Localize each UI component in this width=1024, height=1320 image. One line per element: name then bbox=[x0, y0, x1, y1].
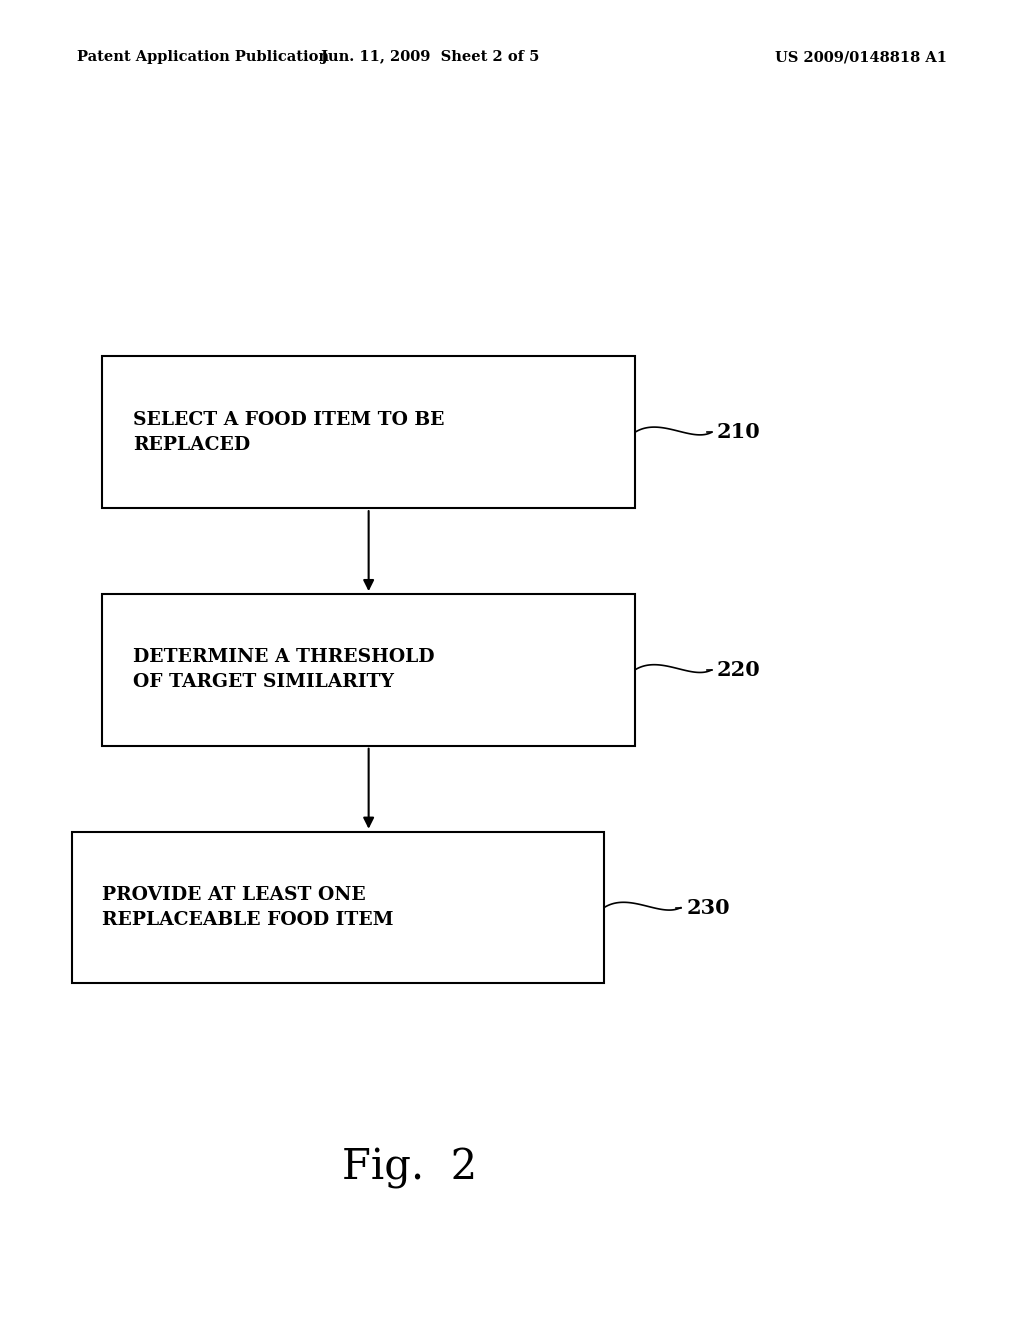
Text: DETERMINE A THRESHOLD
OF TARGET SIMILARITY: DETERMINE A THRESHOLD OF TARGET SIMILARI… bbox=[133, 648, 434, 692]
Text: Patent Application Publication: Patent Application Publication bbox=[77, 50, 329, 65]
Text: SELECT A FOOD ITEM TO BE
REPLACED: SELECT A FOOD ITEM TO BE REPLACED bbox=[133, 411, 444, 454]
Bar bbox=[102, 356, 635, 508]
Text: US 2009/0148818 A1: US 2009/0148818 A1 bbox=[775, 50, 947, 65]
Text: Fig.  2: Fig. 2 bbox=[342, 1147, 477, 1189]
Bar bbox=[102, 594, 635, 746]
Text: PROVIDE AT LEAST ONE
REPLACEABLE FOOD ITEM: PROVIDE AT LEAST ONE REPLACEABLE FOOD IT… bbox=[102, 886, 394, 929]
Text: 210: 210 bbox=[717, 422, 761, 442]
Text: 230: 230 bbox=[686, 898, 730, 917]
Text: 220: 220 bbox=[717, 660, 761, 680]
Text: Jun. 11, 2009  Sheet 2 of 5: Jun. 11, 2009 Sheet 2 of 5 bbox=[321, 50, 540, 65]
Bar bbox=[72, 832, 604, 983]
